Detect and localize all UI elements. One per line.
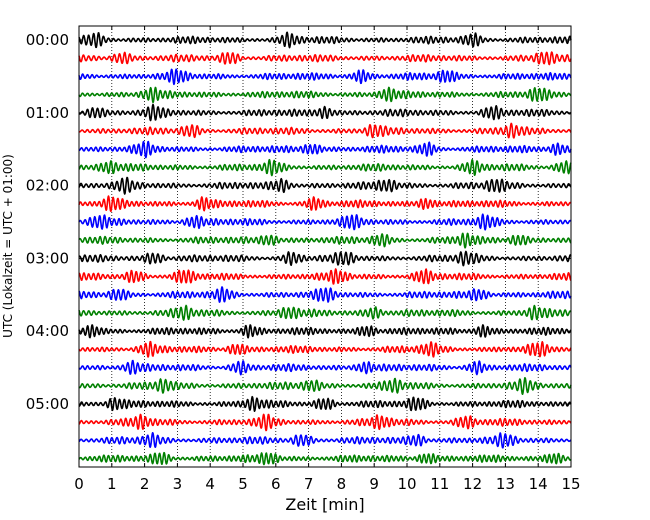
- plot-frame: [78, 25, 572, 468]
- seismogram-trace: [78, 359, 572, 376]
- seismogram-trace: [78, 250, 572, 267]
- y-tick-label: 02:00: [26, 177, 69, 195]
- seismogram-trace: [78, 86, 572, 104]
- seismogram-trace: [78, 122, 572, 139]
- seismogram-trace: [78, 31, 572, 49]
- seismogram-trace: [78, 51, 572, 66]
- x-tick-label: 0: [74, 475, 84, 493]
- seismogram-trace: [78, 324, 572, 339]
- y-tick-label: 05:00: [26, 395, 69, 413]
- x-tick-label: 4: [205, 475, 215, 493]
- y-axis-label: UTC (Lokalzeit = UTC + 01:00): [1, 154, 15, 338]
- seismogram-trace: [78, 376, 572, 396]
- seismogram-trace: [78, 213, 572, 231]
- x-tick-label: 3: [173, 475, 183, 493]
- x-tick-label: 5: [238, 475, 248, 493]
- x-tick-label: 8: [337, 475, 347, 493]
- y-tick-label: 04:00: [26, 322, 69, 340]
- seismogram-trace: [78, 395, 572, 413]
- seismogram-trace: [78, 268, 572, 285]
- y-tick-label: 01:00: [26, 104, 69, 122]
- x-tick-label: 13: [496, 475, 515, 493]
- seismogram-trace: [78, 68, 572, 86]
- x-tick-label: 2: [140, 475, 150, 493]
- tick-layer: 0 1 2 3 4 5 6 7 8 9 10 11 12 13 14 1500:0001:0002:0003:…: [26, 26, 581, 493]
- x-tick-label: 11: [430, 475, 449, 493]
- seismogram-trace: [78, 431, 572, 449]
- seismogram-trace: [78, 232, 572, 249]
- x-tick-label: 12: [463, 475, 482, 493]
- x-tick-label: 10: [397, 475, 416, 493]
- x-axis-label: Zeit [min]: [285, 495, 364, 514]
- seismogram-trace: [78, 103, 572, 122]
- x-tick-label: 1: [107, 475, 117, 493]
- x-tick-label: 6: [271, 475, 281, 493]
- seismogram-trace: [78, 286, 572, 303]
- seismogram-trace: [78, 195, 572, 213]
- seismogram-trace: [78, 176, 572, 195]
- seismogram-trace: [78, 140, 572, 159]
- y-tick-label: 03:00: [26, 249, 69, 267]
- trace-layer: [78, 31, 572, 466]
- seismogram-trace: [78, 158, 572, 177]
- x-tick-label: 7: [304, 475, 314, 493]
- x-tick-label: 15: [561, 475, 580, 493]
- seismogram-trace: [78, 304, 572, 321]
- seismogram-trace: [78, 413, 572, 432]
- x-tick-label: 14: [529, 475, 548, 493]
- x-tick-label: 9: [369, 475, 379, 493]
- seismogram-trace: [78, 451, 572, 466]
- seismogram-trace: [78, 340, 572, 358]
- y-tick-label: 00:00: [26, 31, 69, 49]
